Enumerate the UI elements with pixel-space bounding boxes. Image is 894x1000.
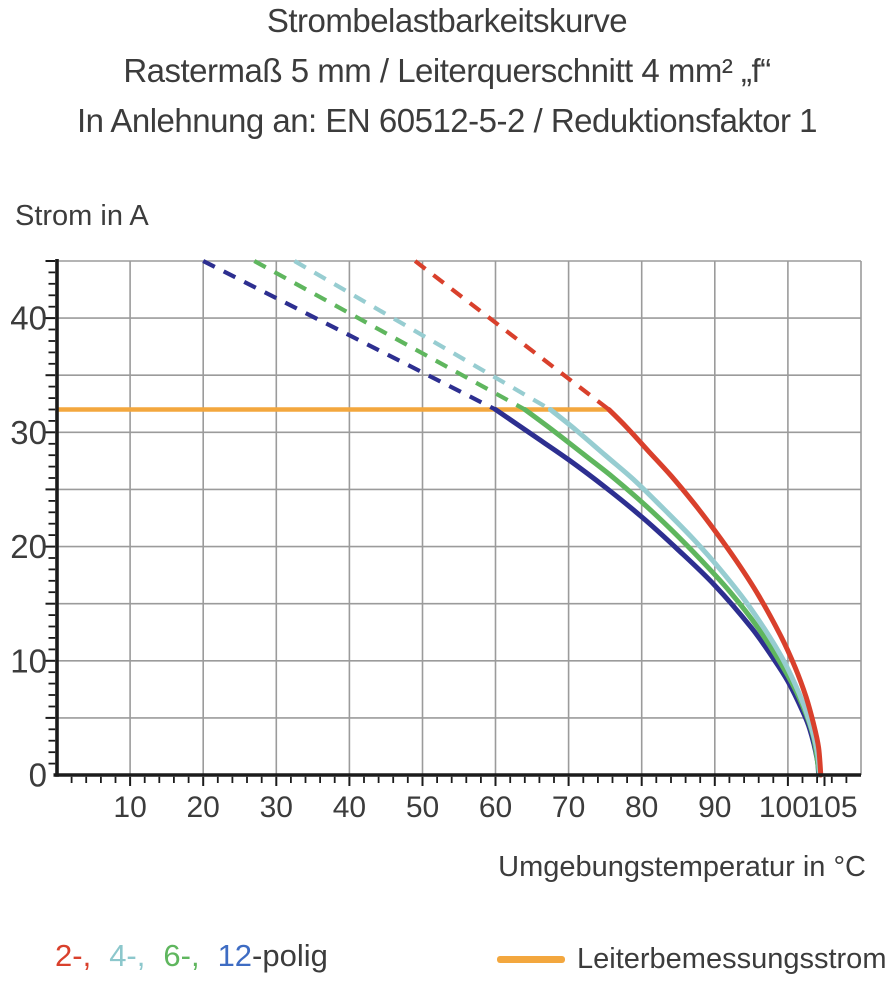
svg-text:20: 20 bbox=[187, 791, 220, 824]
svg-text:40: 40 bbox=[333, 791, 366, 824]
legend-4-polig: 4-, bbox=[109, 938, 146, 973]
x-axis-label: Umgebungstemperatur in °C bbox=[498, 851, 866, 883]
svg-text:0: 0 bbox=[29, 757, 47, 794]
y-axis-label: Strom in A bbox=[15, 200, 149, 232]
svg-text:60: 60 bbox=[479, 791, 512, 824]
svg-text:10: 10 bbox=[113, 791, 146, 824]
svg-text:90: 90 bbox=[698, 791, 731, 824]
svg-text:100: 100 bbox=[759, 791, 809, 824]
svg-text:30: 30 bbox=[260, 791, 293, 824]
rated-current-line-swatch bbox=[497, 955, 565, 963]
chart-title-line3: In Anlehnung an: EN 60512-5-2 / Reduktio… bbox=[76, 102, 818, 139]
legend-polig-suffix: -polig bbox=[252, 938, 328, 973]
svg-text:80: 80 bbox=[625, 791, 658, 824]
chart-title-line1: Strombelastbarkeitskurve bbox=[266, 2, 628, 39]
legend-12-polig: 12 bbox=[217, 938, 253, 973]
legend-pole-counts: 2-, 4-, 6-, 12-polig bbox=[55, 938, 328, 974]
svg-text:20: 20 bbox=[10, 528, 47, 565]
svg-text:10: 10 bbox=[10, 642, 47, 679]
svg-text:70: 70 bbox=[552, 791, 585, 824]
svg-text:50: 50 bbox=[406, 791, 439, 824]
legend-2-polig: 2-, bbox=[55, 938, 92, 973]
legend-rated-current: Leiterbemessungsstrom bbox=[497, 938, 886, 980]
svg-text:105: 105 bbox=[807, 791, 857, 824]
svg-text:40: 40 bbox=[10, 300, 47, 337]
chart-title-line2: Rastermaß 5 mm / Leiterquerschnitt 4 mm²… bbox=[123, 52, 771, 89]
legend-6-polig: 6-, bbox=[163, 938, 200, 973]
chart-title-block: Strombelastbarkeitskurve Rastermaß 5 mm … bbox=[0, 0, 894, 146]
svg-text:30: 30 bbox=[10, 414, 47, 451]
rated-current-label: Leiterbemessungsstrom bbox=[577, 942, 887, 975]
